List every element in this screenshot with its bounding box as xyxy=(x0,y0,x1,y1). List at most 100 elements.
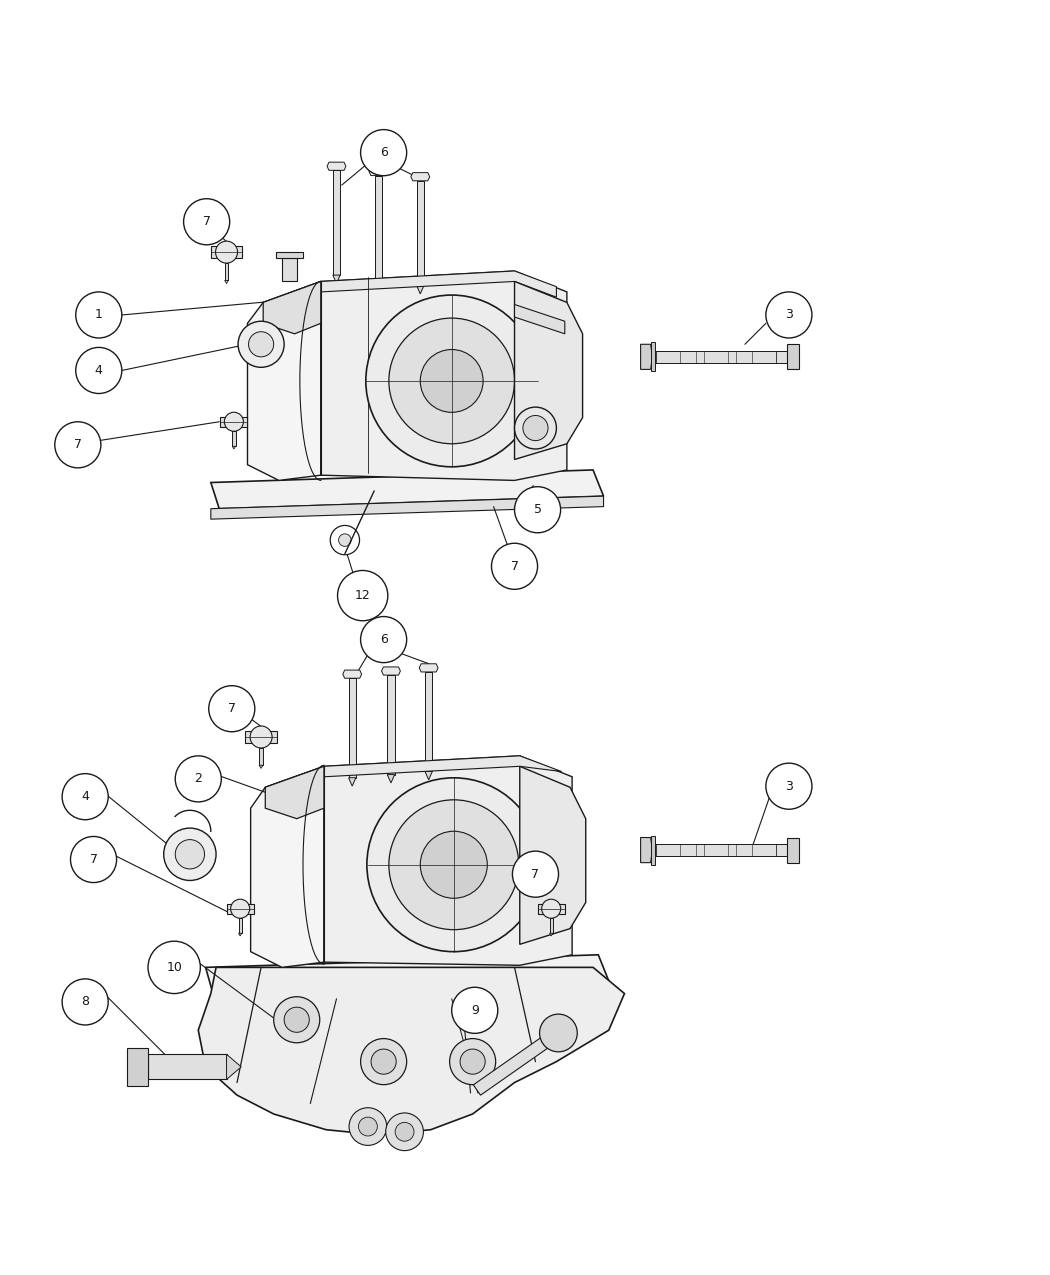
Text: 7: 7 xyxy=(228,703,236,715)
Polygon shape xyxy=(127,1048,148,1086)
Circle shape xyxy=(238,321,285,367)
Text: 7: 7 xyxy=(203,215,211,228)
Text: 5: 5 xyxy=(533,504,542,516)
Circle shape xyxy=(371,1049,396,1075)
Circle shape xyxy=(512,852,559,898)
Polygon shape xyxy=(220,417,248,427)
Circle shape xyxy=(349,1108,386,1145)
Polygon shape xyxy=(425,672,433,771)
Polygon shape xyxy=(206,955,609,993)
Circle shape xyxy=(360,1039,406,1085)
Polygon shape xyxy=(786,838,799,863)
Text: 3: 3 xyxy=(785,780,793,793)
Polygon shape xyxy=(387,674,395,775)
Text: 4: 4 xyxy=(94,363,103,377)
Polygon shape xyxy=(514,282,583,459)
Circle shape xyxy=(365,295,538,467)
Polygon shape xyxy=(211,470,604,509)
Polygon shape xyxy=(387,775,395,783)
Polygon shape xyxy=(655,844,786,857)
Circle shape xyxy=(460,1049,485,1075)
Text: 3: 3 xyxy=(785,309,793,321)
Polygon shape xyxy=(640,838,652,863)
Circle shape xyxy=(358,1117,377,1136)
Circle shape xyxy=(274,997,320,1043)
Text: 7: 7 xyxy=(531,868,540,881)
Polygon shape xyxy=(417,286,424,295)
Polygon shape xyxy=(328,162,345,171)
Polygon shape xyxy=(342,671,361,678)
Polygon shape xyxy=(651,343,655,371)
Circle shape xyxy=(385,1113,423,1150)
Polygon shape xyxy=(148,1054,227,1080)
Text: 7: 7 xyxy=(89,853,98,866)
Polygon shape xyxy=(259,765,262,769)
Circle shape xyxy=(55,422,101,468)
Circle shape xyxy=(76,292,122,338)
Circle shape xyxy=(366,778,541,951)
Circle shape xyxy=(215,241,237,263)
Polygon shape xyxy=(266,766,324,819)
Polygon shape xyxy=(375,176,382,280)
Polygon shape xyxy=(321,272,567,481)
Polygon shape xyxy=(417,181,424,286)
Circle shape xyxy=(330,525,359,555)
Circle shape xyxy=(70,836,117,882)
Text: 12: 12 xyxy=(355,589,371,602)
Polygon shape xyxy=(227,1054,242,1080)
Circle shape xyxy=(360,130,406,176)
Circle shape xyxy=(540,1014,578,1052)
Polygon shape xyxy=(474,1028,562,1095)
Polygon shape xyxy=(324,756,572,965)
Circle shape xyxy=(184,199,230,245)
Text: 4: 4 xyxy=(81,790,89,803)
Circle shape xyxy=(388,317,514,444)
Circle shape xyxy=(491,543,538,589)
Circle shape xyxy=(285,1007,310,1033)
Circle shape xyxy=(62,979,108,1025)
Polygon shape xyxy=(211,496,604,519)
Circle shape xyxy=(514,487,561,533)
Circle shape xyxy=(250,725,272,748)
Circle shape xyxy=(225,412,244,431)
Polygon shape xyxy=(651,835,655,864)
Circle shape xyxy=(388,799,519,929)
Polygon shape xyxy=(232,431,235,446)
Polygon shape xyxy=(640,344,652,370)
Polygon shape xyxy=(349,778,356,787)
Circle shape xyxy=(523,416,548,441)
Polygon shape xyxy=(655,351,786,363)
Circle shape xyxy=(337,570,387,621)
Polygon shape xyxy=(282,259,297,282)
Circle shape xyxy=(249,332,274,357)
Polygon shape xyxy=(238,918,242,933)
Circle shape xyxy=(452,987,498,1033)
Polygon shape xyxy=(333,275,340,283)
Circle shape xyxy=(175,756,222,802)
Polygon shape xyxy=(225,263,229,280)
Circle shape xyxy=(514,407,556,449)
Circle shape xyxy=(360,617,406,663)
Circle shape xyxy=(231,899,250,918)
Polygon shape xyxy=(333,171,340,275)
Circle shape xyxy=(449,1039,496,1085)
Circle shape xyxy=(62,774,108,820)
Polygon shape xyxy=(198,968,625,1135)
Circle shape xyxy=(765,764,812,810)
Polygon shape xyxy=(246,731,277,743)
Text: 7: 7 xyxy=(510,560,519,572)
Text: 8: 8 xyxy=(81,996,89,1009)
Polygon shape xyxy=(227,904,254,914)
Circle shape xyxy=(338,534,351,547)
Text: 7: 7 xyxy=(74,439,82,451)
Circle shape xyxy=(148,941,201,993)
Polygon shape xyxy=(375,280,382,288)
Polygon shape xyxy=(514,305,565,334)
Polygon shape xyxy=(251,766,324,968)
Circle shape xyxy=(542,899,561,918)
Polygon shape xyxy=(259,748,262,765)
Polygon shape xyxy=(381,667,400,674)
Polygon shape xyxy=(549,918,552,933)
Circle shape xyxy=(420,831,487,899)
Circle shape xyxy=(209,686,255,732)
